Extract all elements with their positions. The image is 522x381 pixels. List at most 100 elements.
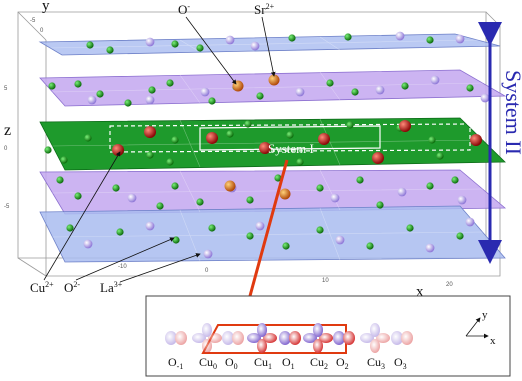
copper-d-orbital [303,323,333,353]
oxygen-atom [124,99,132,107]
z-tick-label: 5 [4,86,8,92]
oxygen-atom [166,158,174,166]
pointer-line [261,16,276,77]
oxygen-atom [196,44,204,52]
oxygen-atom [282,242,290,250]
lanthanum-atom [225,35,235,45]
oxygen-atom [171,136,179,144]
lanthanum-atom [480,93,490,103]
plane-middle-green [39,117,506,171]
x-tick-label: 0 [205,268,209,274]
lanthanum-atom [430,75,440,85]
oxygen-atom [246,196,254,204]
copper-atom [318,133,330,145]
oxygen-p-orbital [391,331,413,345]
oxygen-atom [106,46,114,54]
chain-site-label: Cu3 [367,355,385,371]
system-one-pointer-arrow [237,159,289,324]
lanthanum-atom [457,195,467,205]
lanthanum-atom [200,87,210,97]
oxygen-atom [316,226,324,234]
z-axis-label: z [4,122,11,139]
copper-atom [144,126,156,138]
oxygen-atom [426,36,434,44]
oxygen-atom [148,86,156,94]
chain-orbitals [165,323,413,353]
oxygen-atom [44,146,52,154]
z-tick-label: -5 [4,204,10,210]
chain-site-label: Cu0 [199,355,217,371]
lanthanum-atom [145,95,155,105]
oxygen-p-orbital [333,331,355,345]
oxygen-atom [146,151,154,159]
lanthanum-atom [87,95,97,105]
lanthanum-atom [83,239,93,249]
inset-y-label: y [482,309,488,321]
oxygen-atom [366,242,374,250]
chain-site-label: O0 [225,355,238,371]
oxygen-atom [426,182,434,190]
lanthanum-atom [203,249,213,259]
oxygen-atom [376,201,384,209]
oxygen-atom [74,192,82,200]
plane-lower-purple [39,169,507,215]
strontium-atom [279,188,291,200]
oxygen-p-orbital [279,331,301,345]
oxygen-atom [66,224,74,232]
oxygen-atom [74,80,82,88]
strontium-atom [224,180,236,192]
copper-atom [470,134,482,146]
pointer-line [119,253,201,283]
oxygen-atom [406,224,414,232]
y-tick-label: -5 [30,18,36,24]
lanthanum-atom [395,31,405,41]
y-tick-label: 0 [40,28,44,34]
oxygen-atom [356,176,364,184]
x-tick-label: 20 [446,282,453,288]
oxygen-atom [172,236,180,244]
oxygen-atom [286,131,294,139]
ion-label-copper: Cu2+ [30,280,54,295]
oxygen-p-orbital [222,331,244,345]
inset-axes: x y [465,309,496,347]
layer-planes [38,33,507,263]
copper-atom [399,120,411,132]
lanthanum-atom [295,87,305,97]
oxygen-atom [326,79,334,87]
lanthanum-atom [250,41,260,51]
lanthanum-atom [255,221,265,231]
oxygen-atom [466,84,474,92]
chain-site-label: O3 [394,355,407,371]
oxygen-p-orbital [165,331,187,345]
oxygen-atom [246,232,254,240]
oxygen-atom [96,90,104,98]
lanthanum-atom [397,187,407,197]
pointer-line [185,16,237,85]
lanthanum-atom [127,193,137,203]
copper-atom [372,152,384,164]
oxygen-atom [208,97,216,105]
copper-atom [259,142,271,154]
oxygen-atom [436,152,444,160]
oxygen-atom [60,156,68,164]
pointer-line [75,237,175,281]
plane-grid-lines [50,36,484,262]
chain-site-label: O1 [282,355,295,371]
system-two-label: System II [501,70,522,155]
copper-d-orbital [192,323,222,353]
plane-bottom-blue [39,205,506,263]
lanthanum-atom [425,243,435,253]
oxygen-atom [156,202,164,210]
oxygen-atom [84,134,92,142]
oxygen-atom [244,120,252,128]
copper-atom [206,132,218,144]
oxygen-atom [56,176,64,184]
oxygen-atom [451,176,459,184]
chain-labels: O-1 Cu0 O0 Cu1 O1 Cu2 O2 Cu3 O3 [168,355,407,371]
oxygen-atom [171,40,179,48]
x-tick-label: 10 [322,278,329,284]
x-tick-label: -10 [118,264,127,270]
lanthanum-atom [330,193,340,203]
ion-label-strontium: Sr2+ [254,2,275,17]
chain-site-label: O2 [336,355,349,371]
